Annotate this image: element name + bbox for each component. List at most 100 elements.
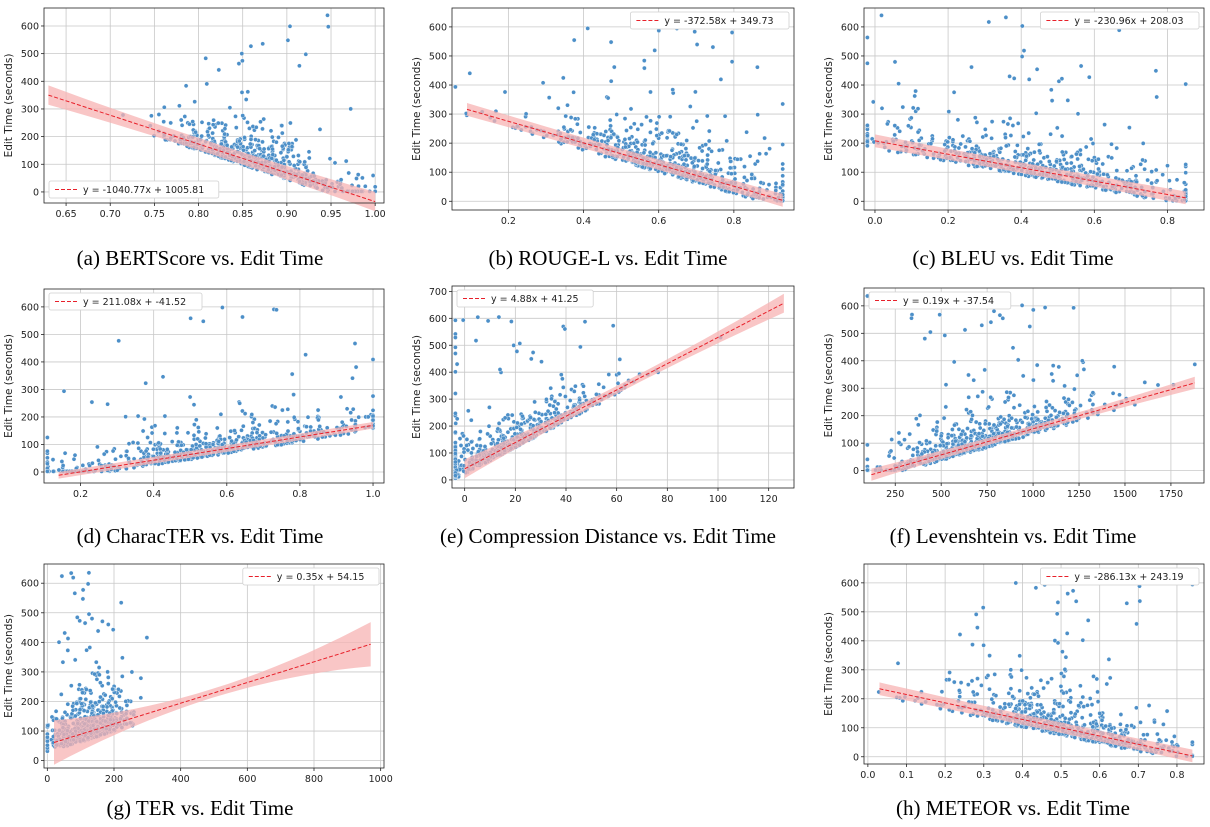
- data-point: [951, 679, 957, 685]
- data-point: [910, 453, 916, 458]
- y-tick-label: 100: [21, 727, 39, 738]
- y-tick-label: 200: [21, 412, 39, 423]
- data-point: [896, 430, 902, 436]
- scatter-plot-a: 0.65 0.70 0.75 0.80 0.85 0.90 0.95 1.0001002003…: [3, 7, 386, 220]
- data-point: [100, 704, 106, 709]
- data-point: [989, 135, 994, 141]
- y-tick-label: 400: [429, 368, 447, 379]
- data-point: [910, 105, 916, 111]
- data-point: [617, 357, 623, 362]
- data-point: [89, 399, 95, 405]
- data-point: [538, 419, 544, 424]
- data-point: [729, 59, 735, 65]
- data-point: [1042, 305, 1048, 310]
- data-point: [461, 449, 467, 455]
- data-point: [942, 333, 948, 338]
- data-point: [149, 430, 155, 436]
- data-point: [353, 364, 359, 370]
- x-tick-label: 0.4: [576, 216, 591, 227]
- data-point: [1049, 371, 1054, 377]
- data-point: [941, 415, 947, 421]
- x-tick-label: 60: [611, 494, 623, 505]
- plot-frame: [43, 563, 385, 769]
- data-point: [261, 153, 266, 159]
- data-point: [136, 445, 141, 451]
- data-point: [100, 619, 105, 624]
- data-point: [705, 157, 710, 163]
- data-point: [1051, 163, 1057, 169]
- data-point: [248, 137, 254, 142]
- data-point: [950, 441, 956, 447]
- data-point: [652, 48, 657, 53]
- data-point: [1010, 345, 1016, 351]
- plot-frame: [451, 285, 795, 489]
- data-point: [911, 446, 916, 452]
- data-point: [179, 123, 185, 128]
- data-point: [210, 130, 215, 136]
- data-point: [1061, 395, 1067, 401]
- data-point: [317, 424, 323, 429]
- data-point: [982, 421, 988, 427]
- data-point: [937, 443, 943, 448]
- data-point: [942, 142, 947, 147]
- data-point: [1020, 434, 1026, 440]
- data-point: [215, 120, 221, 126]
- data-point: [143, 448, 149, 454]
- data-point: [161, 119, 166, 124]
- data-point: [243, 97, 249, 102]
- y-tick-label: 400: [841, 81, 859, 92]
- data-point: [1065, 98, 1071, 103]
- plot-frame: [863, 287, 1205, 484]
- data-point: [239, 90, 245, 95]
- data-point: [80, 587, 86, 593]
- data-point: [87, 688, 93, 693]
- data-point: [84, 647, 89, 653]
- data-point: [1054, 125, 1060, 131]
- data-point: [915, 129, 921, 135]
- data-point: [89, 616, 95, 621]
- data-point: [1022, 415, 1028, 420]
- data-point: [182, 114, 188, 119]
- data-point: [191, 402, 197, 407]
- data-point: [622, 116, 628, 121]
- data-point: [991, 431, 996, 436]
- data-point: [642, 65, 647, 71]
- data-point: [563, 394, 568, 399]
- data-point: [1064, 160, 1070, 166]
- data-point: [203, 441, 209, 446]
- data-point: [937, 312, 942, 318]
- data-point: [560, 75, 566, 81]
- y-tick-label: 200: [21, 697, 39, 708]
- data-point: [203, 431, 209, 437]
- data-point: [749, 176, 755, 181]
- data-point: [674, 132, 680, 137]
- data-point: [955, 117, 961, 123]
- data-point: [982, 127, 988, 132]
- data-point: [1015, 357, 1021, 363]
- data-point: [960, 133, 966, 139]
- data-point: [370, 417, 376, 423]
- data-point: [1090, 390, 1096, 395]
- data-point: [303, 52, 309, 57]
- data-point: [257, 146, 262, 151]
- data-point: [1081, 367, 1087, 372]
- chart-panel-d: 0.2 0.4 0.6 0.8 1.0 0 100 200 300 400 500 600 Edit T…: [0, 280, 400, 555]
- data-point: [85, 581, 91, 587]
- data-point: [160, 374, 166, 380]
- data-point: [1059, 671, 1064, 676]
- data-point: [291, 414, 297, 420]
- data-point: [704, 161, 710, 167]
- data-point: [263, 432, 268, 437]
- data-point: [96, 665, 102, 670]
- data-point: [572, 116, 578, 122]
- data-point: [586, 124, 592, 130]
- data-point: [86, 611, 92, 617]
- data-point: [185, 430, 191, 436]
- data-point: [930, 136, 935, 142]
- data-point: [622, 137, 628, 142]
- data-point: [1070, 400, 1075, 405]
- data-point: [735, 156, 740, 162]
- data-point: [552, 399, 558, 404]
- legend-label: y = 4.88x + 41.25: [491, 294, 579, 305]
